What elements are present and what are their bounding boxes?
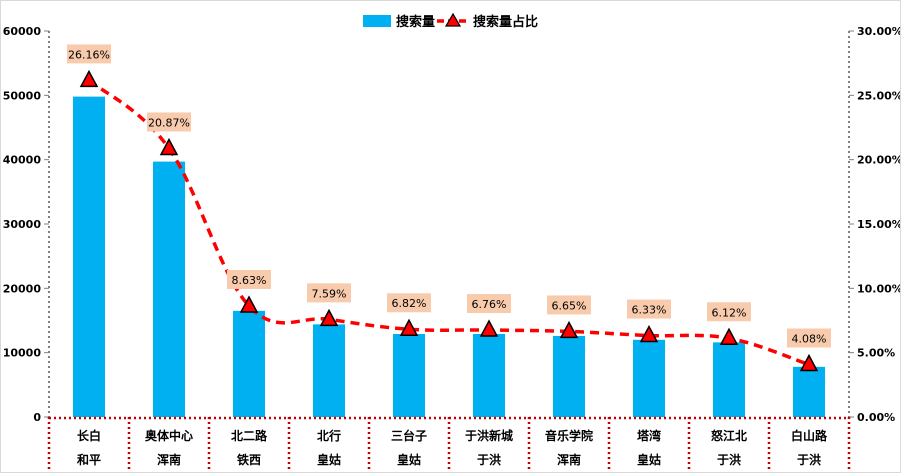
right-tick-label: 30.00% — [857, 25, 900, 38]
data-label-bg — [307, 283, 351, 303]
share-marker — [799, 353, 819, 372]
left-tick-label: 10000 — [3, 347, 42, 360]
share-marker — [559, 320, 579, 339]
left-tick-label: 40000 — [3, 154, 42, 167]
right-tick-label: 20.00% — [857, 154, 900, 167]
data-label: 6.33% — [632, 304, 667, 317]
category-label-line1: 长白 — [77, 428, 101, 443]
data-label: 8.63% — [232, 274, 267, 287]
data-label-bg — [147, 112, 191, 132]
category-label-line2: 铁西 — [237, 452, 261, 467]
data-label-bg — [467, 294, 511, 314]
share-marker — [639, 324, 659, 343]
share-marker — [239, 295, 259, 313]
category-label-line1: 白山路 — [791, 428, 828, 443]
right-tick-label: 25.00% — [857, 89, 900, 102]
data-label-bg — [387, 293, 431, 313]
data-label: 26.16% — [68, 48, 110, 61]
data-label-bg — [707, 302, 751, 322]
right-tick-label: 10.00% — [857, 282, 900, 295]
share-line — [87, 79, 810, 367]
data-label-bg — [227, 269, 271, 289]
category-label-line1: 音乐学院 — [545, 428, 593, 443]
left-tick-label: 60000 — [3, 25, 42, 38]
bar — [793, 366, 825, 417]
bar — [313, 324, 345, 417]
category-label-line2: 浑南 — [157, 452, 181, 467]
data-label: 4.08% — [792, 333, 827, 346]
data-label: 6.76% — [472, 298, 507, 311]
share-marker — [479, 319, 499, 337]
legend-item-search-share[interactable]: 搜索量占比 — [473, 14, 538, 30]
data-label: 6.12% — [712, 306, 747, 319]
category-label-line1: 北二路 — [231, 428, 268, 443]
share-marker — [159, 137, 179, 156]
legend[interactable]: 搜索量 搜索量占比 — [363, 12, 538, 30]
right-tick-label: 15.00% — [857, 218, 900, 231]
category-label-line2: 于洪 — [717, 452, 741, 467]
data-label: 20.87% — [148, 116, 190, 129]
bar — [633, 339, 665, 417]
category-label-line2: 皇姑 — [397, 452, 421, 467]
category-label-line2: 浑南 — [557, 452, 581, 467]
share-marker — [79, 69, 99, 88]
category-label-line1: 于洪新城 — [465, 428, 513, 443]
bar — [473, 334, 505, 417]
bar — [713, 342, 745, 417]
share-marker — [319, 308, 339, 327]
legend-item-search-volume[interactable]: 搜索量 — [396, 14, 435, 30]
data-label: 7.59% — [312, 287, 347, 300]
right-tick-label: 5.00% — [857, 347, 895, 360]
legend-triangle-icon — [444, 12, 462, 27]
axes-layer: 0 10000 20000 30000 40000 50000 60000 0.00% 5.00… — [3, 25, 901, 424]
data-label: 6.82% — [392, 297, 427, 310]
data-label: 6.65% — [552, 299, 587, 312]
bar — [73, 96, 105, 418]
bar — [393, 334, 425, 417]
bar — [153, 161, 185, 417]
category-label-line2: 皇姑 — [637, 452, 661, 467]
category-label-line2: 于洪 — [797, 452, 821, 467]
share-marker — [719, 327, 739, 346]
data-label-bg — [787, 328, 831, 348]
right-tick-label: 0.00% — [857, 411, 895, 424]
line-layer — [79, 69, 819, 372]
legend-bar-swatch — [363, 15, 391, 27]
left-tick-label: 30000 — [3, 218, 42, 231]
category-label-line2: 和平 — [76, 452, 101, 467]
data-label-bg — [627, 299, 671, 319]
category-label-line1: 北行 — [317, 428, 341, 443]
category-label-line1: 三台子 — [391, 428, 427, 443]
category-label-line2: 于洪 — [477, 452, 501, 467]
labels-layer: 26.16% 20.87% 8.63% 7.59% 6.82% 6.76% 6.65% 6.3… — [67, 44, 831, 348]
category-label-line2: 皇姑 — [317, 452, 341, 467]
share-marker — [399, 318, 419, 336]
category-label-line1: 奥体中心 — [145, 428, 193, 443]
left-tick-label: 20000 — [3, 282, 42, 295]
bars-layer — [73, 96, 825, 418]
category-label-line1: 塔湾 — [637, 428, 661, 443]
left-tick-label: 50000 — [3, 89, 42, 102]
bar — [553, 335, 585, 417]
data-label-bg — [67, 44, 111, 64]
data-label-bg — [547, 295, 591, 315]
bar — [233, 310, 265, 417]
category-label-line1: 怒江北 — [711, 428, 747, 443]
left-tick-label: 0 — [33, 411, 41, 424]
